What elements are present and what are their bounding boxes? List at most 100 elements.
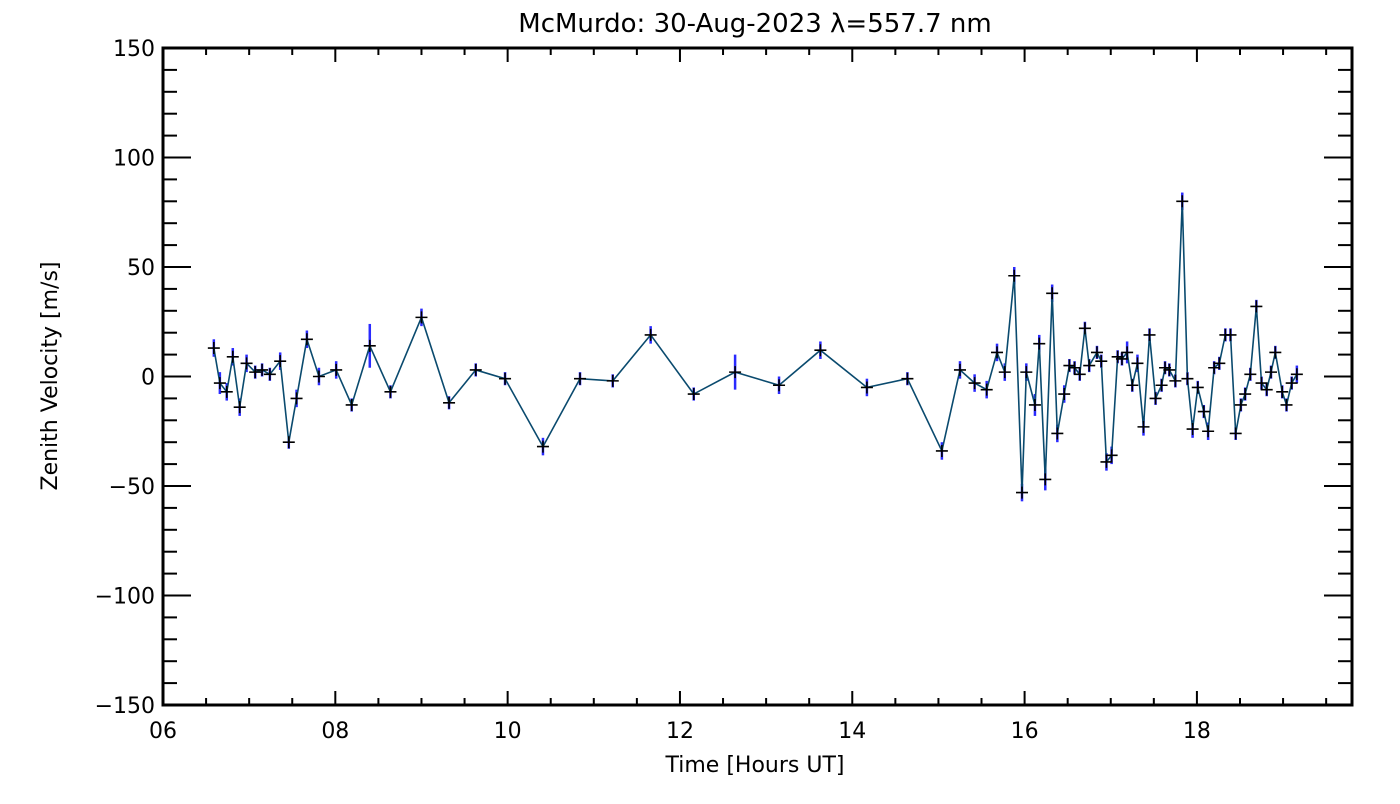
data-point-marker xyxy=(1046,287,1059,300)
data-point-marker xyxy=(256,363,269,376)
y-axis-label: Zenith Velocity [m/s] xyxy=(38,262,63,491)
data-point-marker xyxy=(991,346,1004,359)
data-point-marker xyxy=(499,372,512,385)
x-axis-label: Time [Hours UT] xyxy=(665,753,845,778)
data-point-marker xyxy=(1121,346,1134,359)
data-point-marker xyxy=(1058,388,1071,401)
data-point-marker xyxy=(998,366,1011,379)
y-tick-label: −150 xyxy=(95,694,155,719)
data-marks xyxy=(207,192,1303,502)
data-point-marker xyxy=(1149,392,1162,405)
data-point-marker xyxy=(213,377,226,390)
data-point-marker xyxy=(536,440,549,453)
x-tick-label: 14 xyxy=(838,719,866,744)
data-point-marker xyxy=(729,366,742,379)
data-point-marker xyxy=(860,381,873,394)
data-point-marker xyxy=(1028,398,1041,411)
data-point-marker xyxy=(1285,377,1298,390)
data-point-marker xyxy=(1169,374,1182,387)
data-point-marker xyxy=(1068,361,1081,374)
data-point-marker xyxy=(1016,486,1029,499)
data-point-marker xyxy=(469,363,482,376)
data-point-marker xyxy=(980,383,993,396)
x-tick-label: 06 xyxy=(149,719,177,744)
data-point-marker xyxy=(1051,427,1064,440)
data-point-marker xyxy=(1265,366,1278,379)
x-tick-label: 10 xyxy=(494,719,522,744)
data-point-marker xyxy=(1276,385,1289,398)
data-point-marker xyxy=(1191,381,1204,394)
data-point-marker xyxy=(1126,379,1139,392)
data-point-marker xyxy=(574,372,587,385)
data-point-marker xyxy=(644,328,657,341)
data-point-marker xyxy=(220,385,233,398)
data-point-marker xyxy=(249,366,262,379)
data-point-marker xyxy=(1073,368,1086,381)
x-tick-label: 18 xyxy=(1183,719,1211,744)
data-point-marker xyxy=(953,363,966,376)
data-point-marker xyxy=(330,363,343,376)
data-point-marker xyxy=(1105,449,1118,462)
y-tick-label: −100 xyxy=(95,585,155,610)
y-tick-label: 100 xyxy=(113,147,155,172)
y-tick-label: 150 xyxy=(113,37,155,62)
data-point-marker xyxy=(1255,377,1268,390)
data-point-marker xyxy=(1143,328,1156,341)
data-point-marker xyxy=(1155,379,1168,392)
data-point-marker xyxy=(1244,368,1257,381)
data-point-marker xyxy=(1260,383,1273,396)
data-point-marker xyxy=(1239,388,1252,401)
data-point-marker xyxy=(384,385,397,398)
data-point-marker xyxy=(1202,425,1215,438)
data-point-marker xyxy=(1213,357,1226,370)
data-point-marker xyxy=(263,368,276,381)
data-point-marker xyxy=(345,398,358,411)
data-point-marker xyxy=(1269,346,1282,359)
axes: 06 08 10 12 14 16 18 −150 −100 −50 0 50 100 150 xyxy=(95,37,1354,744)
y-tick-label: −50 xyxy=(109,475,155,500)
data-point-marker xyxy=(1090,346,1103,359)
y-tick-label: 50 xyxy=(127,256,155,281)
data-point-marker xyxy=(443,396,456,409)
data-point-marker xyxy=(687,388,700,401)
data-point-marker xyxy=(1186,423,1199,436)
data-point-marker xyxy=(1229,427,1242,440)
data-point-marker xyxy=(233,401,246,414)
series-line xyxy=(213,201,1298,493)
data-point-marker xyxy=(1131,357,1144,370)
chart-title: McMurdo: 30-Aug-2023 λ=557.7 nm xyxy=(518,9,991,39)
data-point-marker xyxy=(968,377,981,390)
data-point-marker xyxy=(1039,473,1052,486)
y-tick-label: 0 xyxy=(141,366,155,391)
data-point-marker xyxy=(226,350,239,363)
data-point-marker xyxy=(1083,359,1096,372)
data-point-marker xyxy=(1095,355,1108,368)
data-point-marker xyxy=(1078,322,1091,335)
x-tick-label: 12 xyxy=(666,719,694,744)
data-point-marker xyxy=(935,444,948,457)
data-point-marker xyxy=(1033,337,1046,350)
x-tick-label: 16 xyxy=(1011,719,1039,744)
data-point-marker xyxy=(1181,372,1194,385)
data-point-marker xyxy=(207,342,220,355)
data-point-marker xyxy=(240,357,253,370)
data-point-marker xyxy=(1020,366,1033,379)
data-point-marker xyxy=(274,355,287,368)
data-point-marker xyxy=(1008,269,1021,282)
data-point-marker xyxy=(312,370,325,383)
data-point-marker xyxy=(901,372,914,385)
data-point-marker xyxy=(1197,405,1210,418)
data-point-marker xyxy=(1176,195,1189,208)
data-point-marker xyxy=(606,374,619,387)
data-point-marker xyxy=(1100,455,1113,468)
data-point-marker xyxy=(814,344,827,357)
x-tick-label: 08 xyxy=(321,719,349,744)
data-point-marker xyxy=(290,392,303,405)
data-point-marker xyxy=(363,339,376,352)
data-point-marker xyxy=(300,333,313,346)
data-point-marker xyxy=(1115,352,1128,365)
data-point-marker xyxy=(1290,368,1303,381)
data-point-marker xyxy=(282,436,295,449)
data-point-marker xyxy=(1163,363,1176,376)
